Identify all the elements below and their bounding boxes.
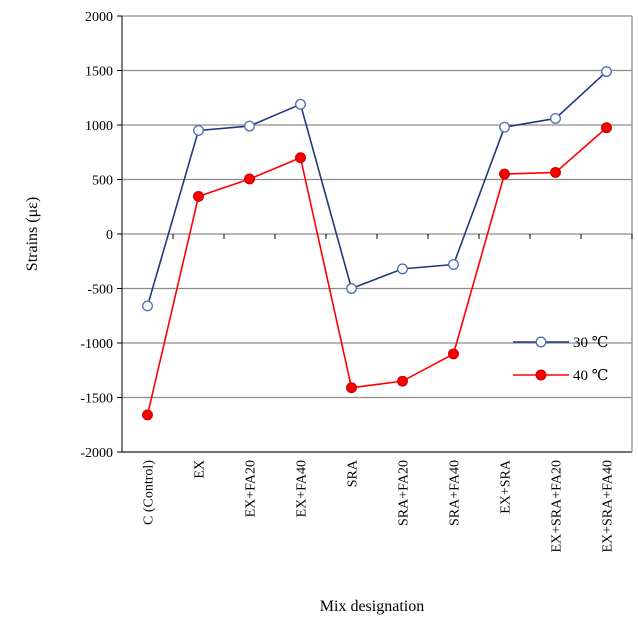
y-tick-label: 1500 [85, 65, 113, 80]
x-tick-label: EX+SRA+FA20 [550, 460, 565, 553]
data-point [346, 283, 357, 294]
data-point [499, 168, 510, 180]
data-point [295, 98, 306, 110]
legend-marker [535, 369, 547, 381]
legend: 30 ℃ 40 ℃ [513, 335, 609, 384]
x-tick-label: EX+SRA [499, 459, 514, 514]
data-point [244, 120, 255, 132]
x-tick-label: C (Control) [142, 460, 157, 525]
data-point [601, 122, 612, 134]
data-point [499, 121, 510, 133]
axes [117, 15, 633, 453]
x-tick-label: EX+FA40 [295, 460, 310, 517]
y-tick-labels: -2000 -1500 -1000 -500 0 500 1000 1500 2000 [80, 10, 113, 461]
data-point [448, 348, 459, 360]
y-tick-label: -500 [87, 283, 113, 298]
legend-item: 40 ℃ [513, 368, 609, 384]
x-tick-label: EX+FA20 [244, 460, 259, 517]
legend-item: 30 ℃ [513, 335, 609, 351]
series-layer [142, 66, 612, 421]
data-point [448, 259, 459, 270]
data-point [397, 263, 408, 275]
data-point [295, 152, 306, 164]
data-point [346, 382, 357, 394]
y-tick-label: 500 [92, 174, 113, 189]
data-point [601, 66, 612, 78]
y-tick-label: 0 [106, 228, 113, 243]
x-tick-label: SRA+FA20 [397, 460, 412, 526]
data-point [193, 190, 204, 202]
y-tick-label: 2000 [85, 10, 113, 25]
y-axis-title: Strains (με) [24, 197, 41, 271]
data-point [244, 173, 255, 185]
legend-marker [535, 336, 547, 348]
data-point [550, 166, 561, 178]
x-tick-label: SRA+FA40 [448, 460, 463, 526]
y-tick-label: 1000 [85, 119, 113, 134]
data-point [193, 124, 204, 136]
data-point [397, 375, 408, 387]
y-tick-label: -2000 [80, 446, 113, 461]
data-point [142, 300, 153, 312]
y-tick-label: -1500 [80, 392, 113, 407]
data-point [142, 409, 153, 421]
x-tick-labels: C (Control) EX EX+FA20 EX+FA40 SRA SRA+FA20 SR… [142, 459, 616, 552]
y-tick-label: -1000 [80, 337, 113, 352]
series-line [146, 71, 608, 307]
x-tick-label: EX [193, 460, 208, 479]
series-line [146, 127, 608, 416]
x-tick-label: EX+SRA+FA40 [601, 460, 616, 553]
legend-label: 40 ℃ [573, 368, 609, 384]
data-point [550, 113, 561, 124]
x-axis-title: Mix designation [320, 598, 424, 615]
x-tick-label: SRA [346, 459, 361, 487]
legend-label: 30 ℃ [573, 335, 609, 351]
